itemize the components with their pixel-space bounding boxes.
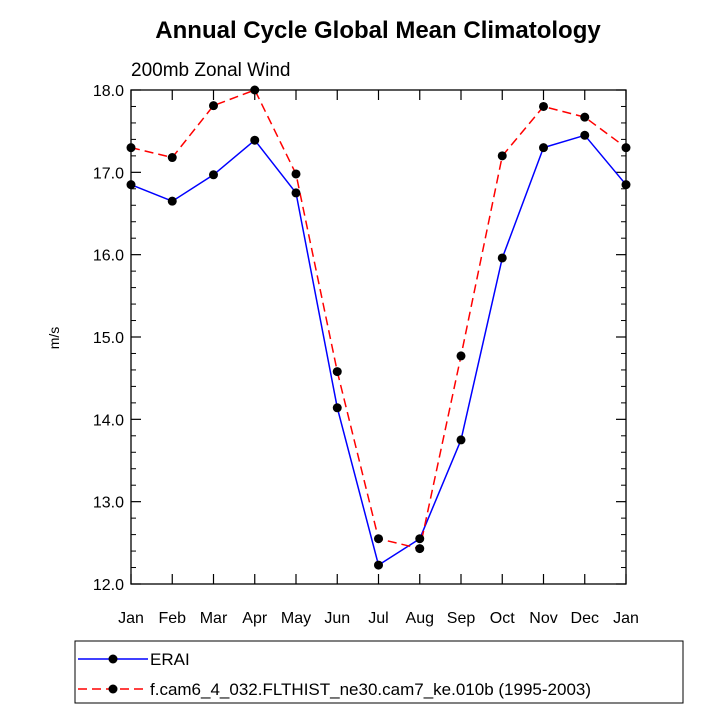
y-tick-label: 13.0 xyxy=(93,495,124,512)
series-1-point xyxy=(250,135,260,145)
series-2-point xyxy=(580,112,590,122)
legend-label-1: ERAI xyxy=(150,650,190,669)
series-1-point xyxy=(167,196,177,206)
x-tick-label: Aug xyxy=(406,610,434,627)
x-tick-label: Sep xyxy=(447,610,476,627)
legend-marker-2 xyxy=(108,684,118,694)
x-tick-label: Jan xyxy=(118,610,144,627)
x-ticks: Jan Feb Mar Apr May Jun Jul Aug Sep Oct Nov Dec Jan xyxy=(118,90,639,627)
y-tick-label: 17.0 xyxy=(93,165,124,182)
series-2-point xyxy=(621,143,631,153)
series-2-point xyxy=(374,534,383,544)
y-tick-label: 12.0 xyxy=(93,577,124,594)
series-2-point xyxy=(209,101,218,111)
series-1-point xyxy=(497,253,507,263)
series-1-point xyxy=(621,180,631,190)
series-2-point xyxy=(332,367,342,377)
x-tick-label: Jan xyxy=(613,610,639,627)
x-tick-label: Feb xyxy=(158,610,186,627)
series-2-point xyxy=(167,153,177,163)
chart-title: Annual Cycle Global Mean Climatology xyxy=(155,17,601,44)
legend-label-2: f.cam6_4_032.FLTHIST_ne30.cam7_ke.010b (… xyxy=(150,680,591,699)
series-2-point xyxy=(415,544,425,554)
series-line-2 xyxy=(130,89,627,550)
y-axis-label: m/s xyxy=(46,327,62,350)
series-1-point xyxy=(580,130,590,140)
series-2-point xyxy=(126,143,136,153)
series-1-point xyxy=(415,534,425,544)
x-tick-label: Mar xyxy=(200,610,228,627)
series-line-1 xyxy=(130,134,627,567)
y-ticks: 12.0 13.0 14.0 15.0 16.0 17.0 18.0 xyxy=(93,83,626,594)
series-1-point xyxy=(456,435,466,445)
series-1-point xyxy=(332,403,342,413)
series-1-point xyxy=(126,180,136,190)
x-tick-label: May xyxy=(281,610,311,627)
series-1-point xyxy=(291,188,301,198)
legend: ERAI f.cam6_4_032.FLTHIST_ne30.cam7_ke.01… xyxy=(74,640,684,704)
y-tick-label: 16.0 xyxy=(93,248,124,265)
legend-marker-1 xyxy=(108,654,118,664)
y-tick-label: 15.0 xyxy=(93,330,124,347)
y-tick-label: 14.0 xyxy=(93,412,124,429)
chart-subtitle: 200mb Zonal Wind xyxy=(131,60,290,81)
y-tick-label: 18.0 xyxy=(93,83,124,100)
x-tick-label: Nov xyxy=(529,610,557,627)
x-tick-label: Dec xyxy=(571,610,599,627)
x-tick-label: Apr xyxy=(242,610,268,627)
series-2-point xyxy=(291,169,301,179)
series-1-point xyxy=(374,560,383,570)
series-2-point xyxy=(456,351,466,361)
series-1-point xyxy=(539,143,548,153)
series-2-point xyxy=(250,85,260,95)
legend-items: ERAI f.cam6_4_032.FLTHIST_ne30.cam7_ke.01… xyxy=(78,650,591,699)
x-tick-label: Oct xyxy=(490,610,515,627)
series-2-point xyxy=(497,151,507,161)
plot-frame xyxy=(130,89,627,585)
series-1-point xyxy=(209,170,218,180)
x-tick-label: Jun xyxy=(324,610,350,627)
legend-box xyxy=(74,640,684,704)
series-layer xyxy=(126,85,631,570)
series-2-point xyxy=(539,101,548,111)
x-tick-label: Jul xyxy=(368,610,388,627)
